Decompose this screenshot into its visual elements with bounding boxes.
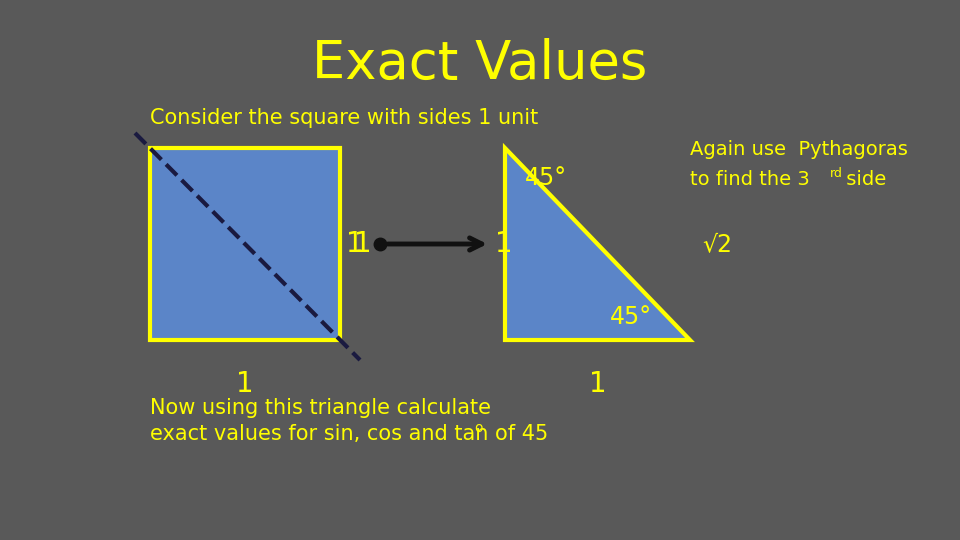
Text: Consider the square with sides 1 unit: Consider the square with sides 1 unit bbox=[150, 108, 539, 128]
Text: 1: 1 bbox=[236, 370, 253, 398]
Text: Again use  Pythagoras: Again use Pythagoras bbox=[690, 140, 908, 159]
Polygon shape bbox=[505, 148, 690, 340]
Text: o: o bbox=[474, 421, 483, 435]
Text: 1: 1 bbox=[346, 230, 364, 258]
Text: √2: √2 bbox=[702, 232, 732, 256]
Text: 1: 1 bbox=[588, 370, 607, 398]
Text: to find the 3: to find the 3 bbox=[690, 170, 809, 189]
Text: Exact Values: Exact Values bbox=[312, 38, 648, 90]
Text: exact values for sin, cos and tan of 45: exact values for sin, cos and tan of 45 bbox=[150, 424, 548, 444]
Text: Now using this triangle calculate: Now using this triangle calculate bbox=[150, 398, 491, 418]
Text: side: side bbox=[840, 170, 886, 189]
Text: 1: 1 bbox=[495, 230, 513, 258]
Text: rd: rd bbox=[830, 167, 843, 180]
Text: 45°: 45° bbox=[610, 305, 652, 329]
Text: 1: 1 bbox=[354, 230, 372, 258]
Polygon shape bbox=[150, 148, 340, 340]
Text: 45°: 45° bbox=[525, 166, 567, 190]
